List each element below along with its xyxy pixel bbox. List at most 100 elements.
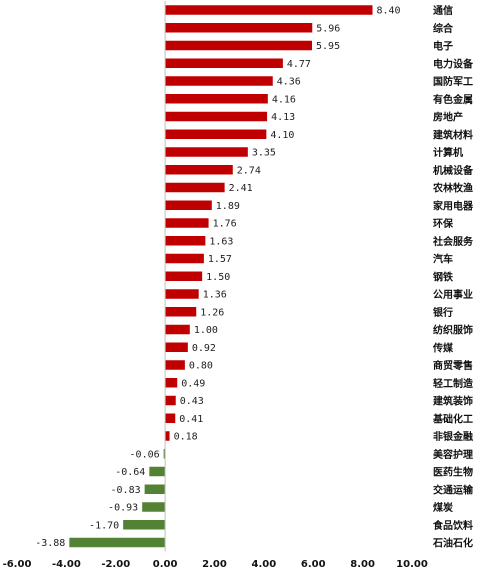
- value-label-29: -1.70: [89, 520, 119, 531]
- value-label-12: 1.76: [213, 219, 237, 230]
- bar-19: [165, 342, 188, 352]
- value-label-14: 1.57: [208, 254, 232, 265]
- bar-0: [165, 5, 373, 15]
- value-label-27: -0.83: [111, 485, 141, 496]
- bar-25: [163, 449, 166, 459]
- x-tick-label-2: -2.00: [101, 559, 130, 570]
- value-label-4: 4.36: [277, 77, 301, 88]
- bar-9: [165, 165, 233, 175]
- bar-5: [165, 94, 268, 104]
- category-label-21: 轻工制造: [433, 377, 474, 390]
- value-label-5: 4.16: [272, 94, 296, 105]
- value-label-9: 2.74: [237, 165, 261, 176]
- category-label-30: 石油石化: [432, 537, 473, 550]
- bar-10: [165, 182, 225, 193]
- category-label-3: 电力设备: [433, 57, 474, 70]
- bar-22: [165, 395, 176, 406]
- bar-12: [165, 218, 209, 228]
- value-label-30: -3.88: [35, 538, 65, 549]
- value-label-22: 0.43: [180, 396, 204, 407]
- category-label-16: 公用事业: [433, 288, 473, 301]
- bar-30: [69, 537, 166, 548]
- value-label-13: 1.63: [209, 236, 233, 247]
- bar-4: [165, 76, 273, 86]
- category-label-2: 电子: [433, 40, 453, 53]
- value-label-2: 5.95: [316, 41, 340, 52]
- bar-8: [165, 147, 248, 157]
- bar-13: [165, 236, 206, 246]
- category-label-18: 纺织服饰: [433, 324, 473, 337]
- bar-29: [123, 520, 166, 530]
- value-label-11: 1.89: [216, 201, 240, 212]
- category-label-15: 钢铁: [433, 270, 453, 283]
- x-tick-labels-group: -6.00 -4.00 -2.00 0.00 2.00 4.00 6.00 8.00 10.00: [3, 559, 428, 570]
- category-label-6: 房地产: [433, 111, 463, 124]
- x-tick-label-5: 4.00: [252, 559, 277, 570]
- value-labels-group: 8.40 5.96 5.95 4.77 4.36 4.16 4.13 4.10 3.35 2.74…: [35, 6, 400, 550]
- bar-24: [165, 431, 170, 441]
- value-label-20: 0.80: [189, 361, 213, 372]
- category-label-29: 食品饮料: [432, 519, 473, 532]
- category-label-10: 农林牧渔: [432, 182, 473, 195]
- value-label-23: 0.41: [179, 414, 203, 425]
- x-tick-label-3: 0.00: [153, 559, 178, 570]
- category-label-20: 商贸零售: [433, 359, 473, 372]
- category-label-7: 建筑材料: [432, 128, 473, 141]
- category-label-0: 通信: [433, 4, 453, 17]
- category-label-22: 建筑装饰: [432, 395, 473, 408]
- value-label-19: 0.92: [192, 343, 216, 354]
- value-label-7: 4.10: [270, 130, 294, 141]
- bar-27: [144, 484, 166, 494]
- value-label-24: 0.18: [174, 432, 198, 443]
- category-label-9: 机械设备: [433, 164, 474, 177]
- bar-3: [165, 58, 283, 68]
- value-label-10: 2.41: [229, 183, 253, 194]
- bar-2: [165, 40, 313, 51]
- category-label-11: 家用电器: [433, 199, 474, 212]
- category-label-23: 基础化工: [432, 412, 473, 425]
- category-label-12: 环保: [433, 217, 454, 230]
- bar-15: [165, 271, 203, 281]
- category-label-4: 国防军工: [433, 75, 473, 88]
- value-label-3: 4.77: [287, 59, 311, 70]
- x-tick-label-4: 2.00: [202, 559, 227, 570]
- value-label-26: -0.64: [115, 467, 145, 478]
- category-labels-group: 通信综合电子电力设备国防军工有色金属房地产建筑材料计算机机械设备农林牧渔家用电器…: [432, 4, 474, 550]
- x-tick-label-6: 6.00: [301, 559, 326, 570]
- bar-17: [165, 307, 197, 317]
- bar-28: [142, 502, 166, 512]
- bar-14: [165, 253, 204, 264]
- category-label-1: 综合: [433, 22, 454, 35]
- x-tick-label-0: -6.00: [3, 559, 32, 570]
- value-label-25: -0.06: [130, 449, 160, 460]
- bar-16: [165, 289, 199, 299]
- category-label-24: 非银金融: [433, 430, 473, 443]
- bar-21: [165, 378, 178, 388]
- value-label-0: 8.40: [377, 6, 401, 17]
- bar-23: [165, 413, 176, 423]
- category-label-27: 交通运输: [433, 483, 474, 496]
- category-label-25: 美容护理: [433, 448, 473, 461]
- x-tick-label-7: 8.00: [350, 559, 375, 570]
- bar-6: [165, 111, 268, 122]
- bar-1: [165, 23, 313, 33]
- bar-18: [165, 324, 190, 335]
- category-label-5: 有色金属: [433, 93, 473, 106]
- value-label-17: 1.26: [200, 307, 224, 318]
- x-tick-label-8: 10.00: [396, 559, 428, 570]
- bar-20: [165, 360, 185, 370]
- category-label-19: 传媒: [432, 341, 454, 354]
- value-label-18: 1.00: [194, 325, 218, 336]
- value-label-1: 5.96: [316, 23, 340, 34]
- category-label-13: 社会服务: [432, 235, 474, 248]
- category-label-28: 煤炭: [433, 501, 453, 514]
- category-label-14: 汽车: [433, 253, 453, 266]
- value-label-8: 3.35: [252, 148, 276, 159]
- x-tick-label-1: -4.00: [52, 559, 81, 570]
- category-label-8: 计算机: [433, 146, 463, 159]
- bar-7: [165, 129, 267, 139]
- category-label-17: 银行: [433, 306, 453, 319]
- bars-group: [69, 5, 373, 548]
- value-label-16: 1.36: [203, 290, 227, 301]
